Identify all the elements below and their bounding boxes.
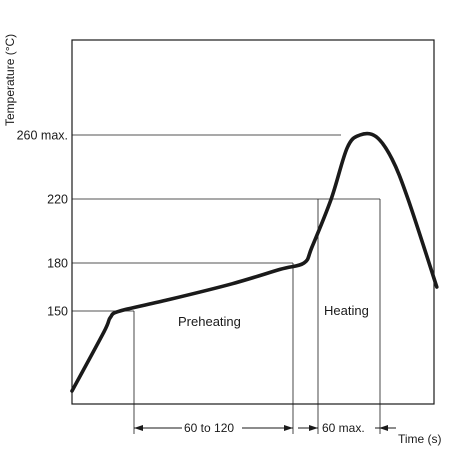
preheat-duration-dimension: 60 to 120: [134, 421, 293, 435]
x-axis-label: Time (s): [398, 432, 442, 446]
y-tick-labels: 150 180 220 260 max.: [17, 129, 68, 319]
y-tick-label: 260 max.: [17, 129, 68, 143]
y-axis-label: Temperature (°C): [3, 34, 17, 126]
y-tick-label: 150: [47, 305, 68, 319]
preheating-label: Preheating: [178, 314, 241, 329]
y-tick-label: 180: [47, 257, 68, 271]
preheat-duration-label: 60 to 120: [184, 421, 234, 435]
temperature-profile-curve: [70, 131, 439, 393]
time-markers: [133, 199, 381, 434]
y-tick-label: 220: [47, 193, 68, 207]
heating-duration-label: 60 max.: [322, 421, 365, 435]
heating-duration-dimension: 60 max.: [298, 421, 396, 435]
plot-frame: [71, 39, 435, 405]
heating-label: Heating: [324, 303, 369, 318]
